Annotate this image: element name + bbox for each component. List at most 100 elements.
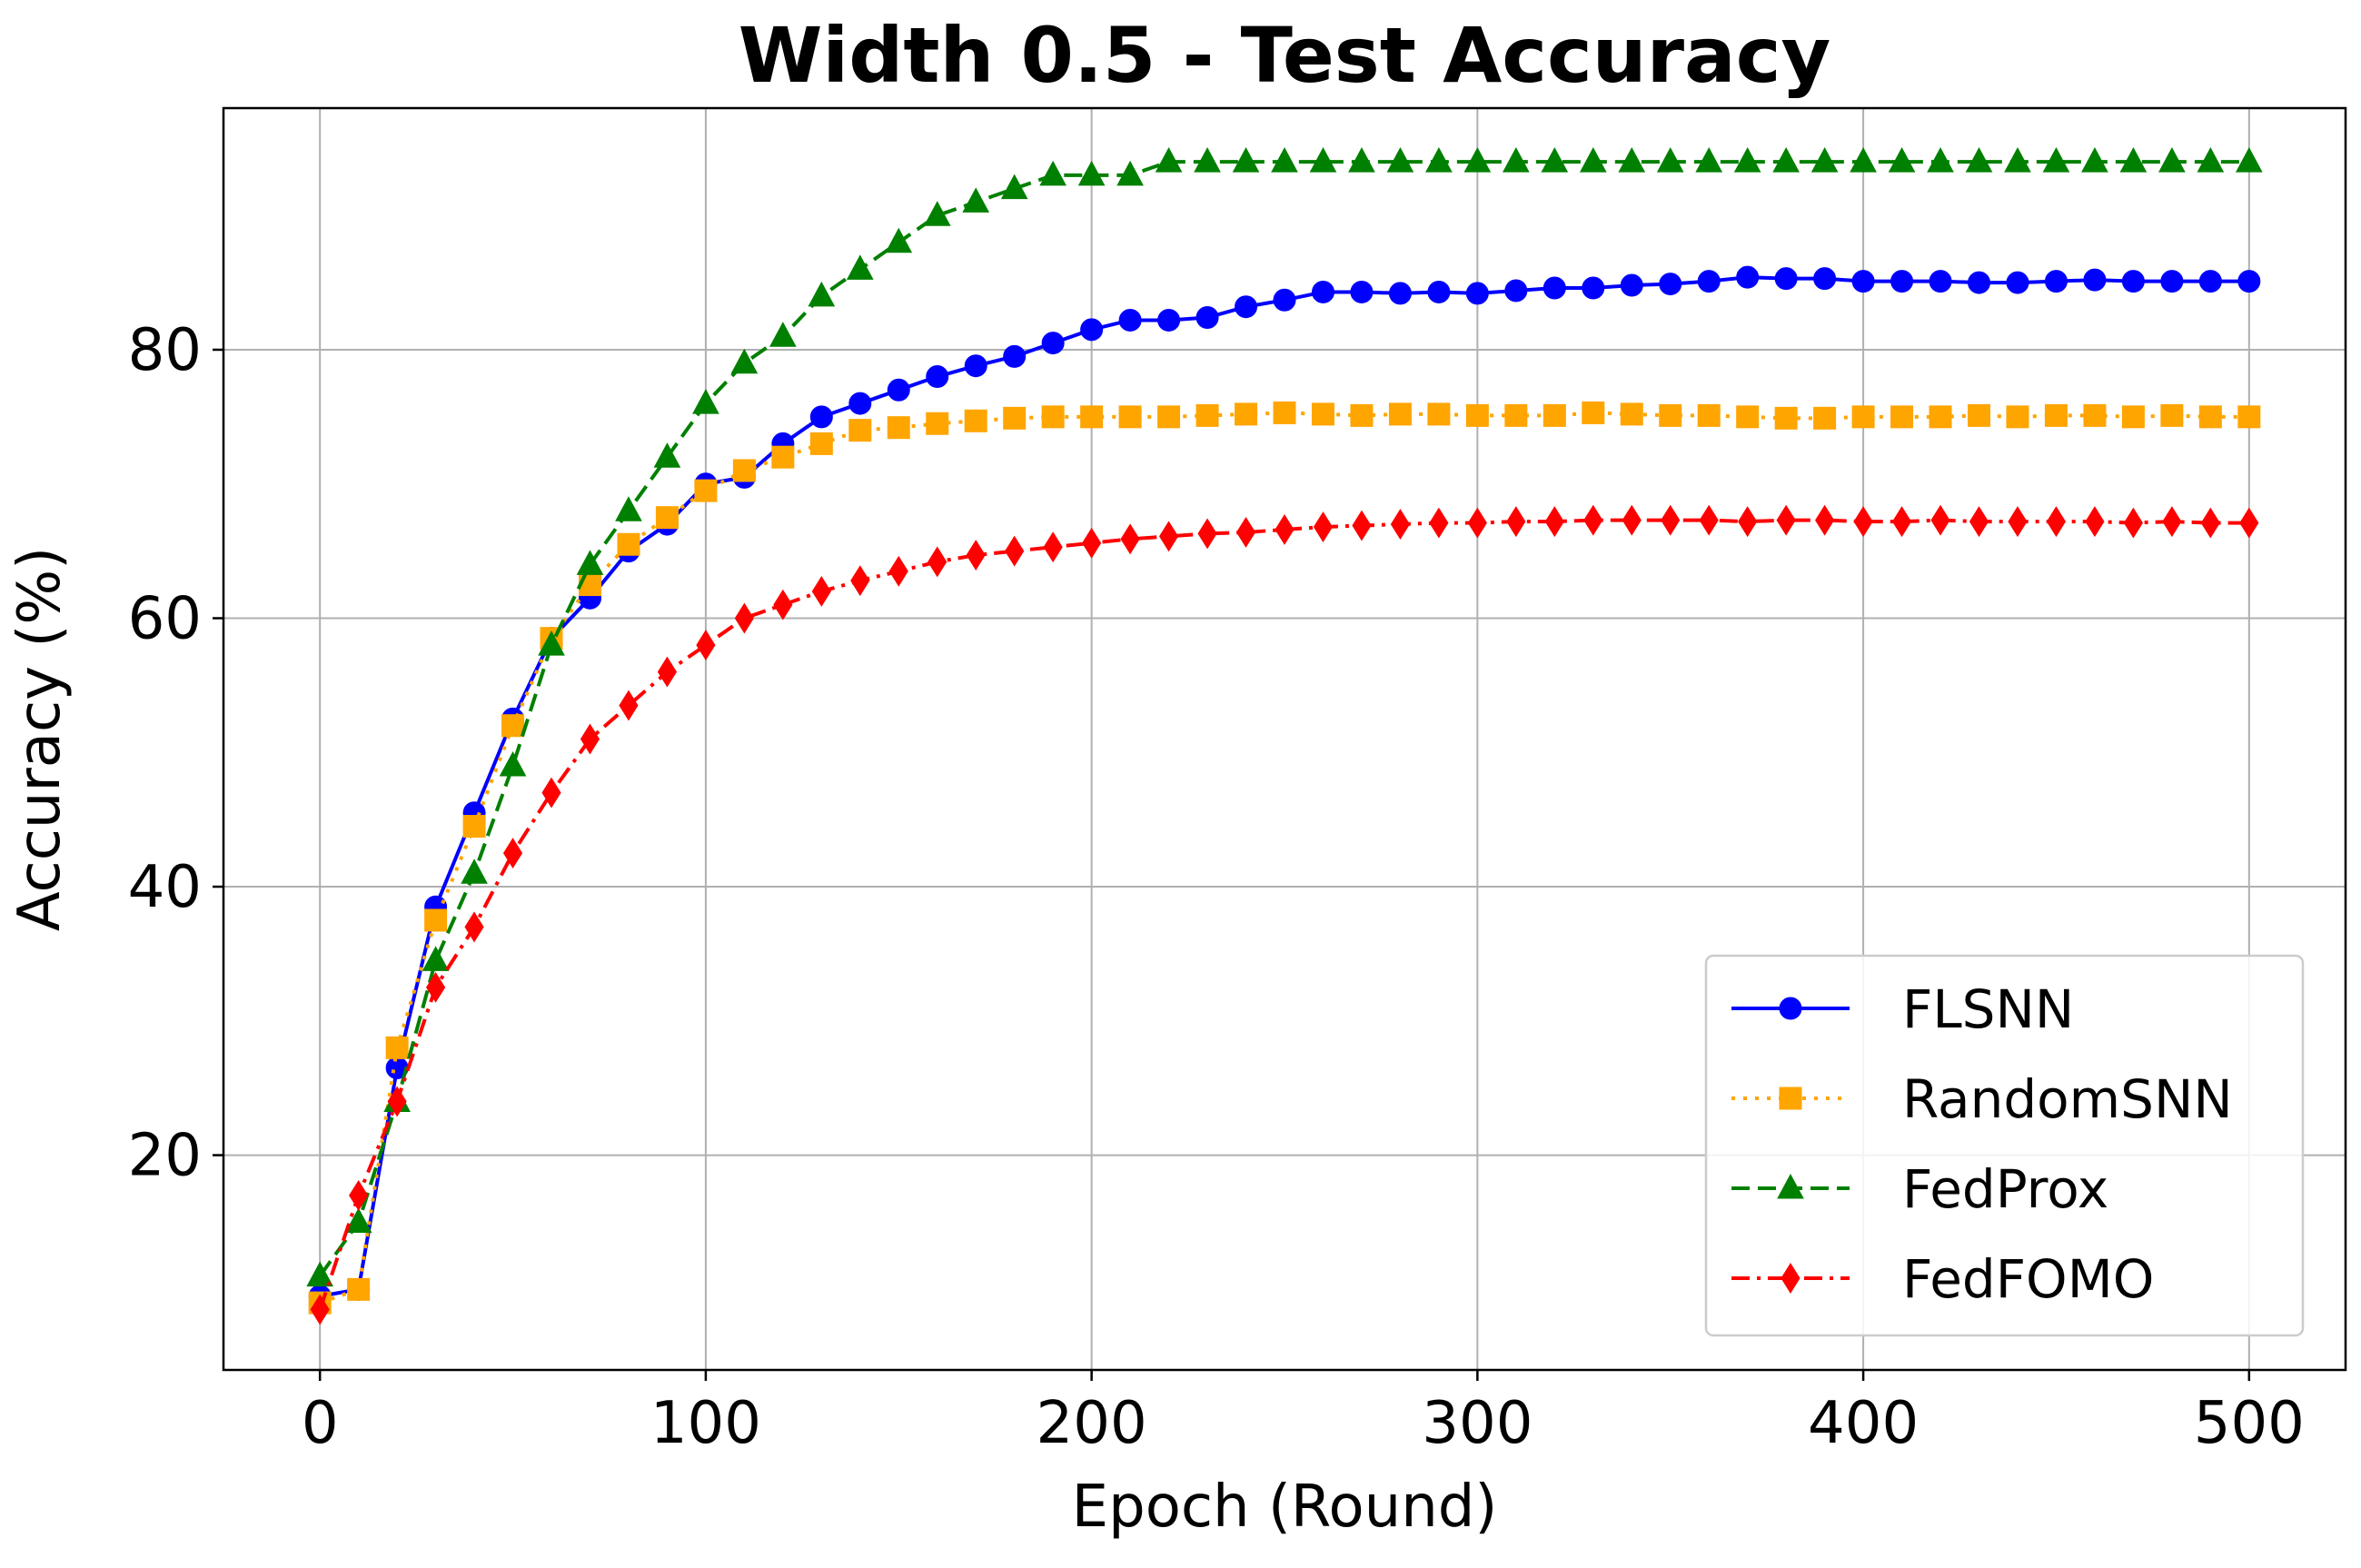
data-point-fedfomo xyxy=(850,565,870,597)
data-point-fedfomo xyxy=(387,1086,407,1117)
data-point-flsnn xyxy=(1465,282,1489,305)
data-point-flsnn xyxy=(1003,344,1027,368)
data-point-randomsnn xyxy=(771,445,795,469)
data-point-fedprox xyxy=(2004,147,2031,173)
data-point-flsnn xyxy=(1968,271,1991,294)
data-point-fedfomo xyxy=(1699,504,1719,536)
data-point-fedprox xyxy=(962,187,990,213)
data-point-fedfomo xyxy=(2162,506,2182,538)
data-point-fedfomo xyxy=(888,555,908,587)
data-point-randomsnn xyxy=(694,479,718,502)
data-point-flsnn xyxy=(809,405,833,429)
data-point-fedprox xyxy=(1502,147,1530,173)
data-point-fedprox xyxy=(1348,147,1375,173)
data-point-fedprox xyxy=(422,946,450,971)
series-line-randomsnn xyxy=(319,411,2249,1305)
data-point-fedfomo xyxy=(1390,509,1411,541)
series-fedfomo xyxy=(310,504,2259,1325)
y-tick-label: 20 xyxy=(128,1123,202,1190)
data-point-fedprox xyxy=(499,750,527,777)
data-point-fedfomo xyxy=(502,838,523,869)
plot-frame xyxy=(222,106,2347,1372)
legend-label-flsnn: FLSNN xyxy=(1902,978,2074,1040)
data-point-flsnn xyxy=(1118,308,1142,332)
data-point-fedprox xyxy=(1850,147,1877,173)
data-point-fedfomo xyxy=(773,589,793,620)
data-point-randomsnn xyxy=(1157,405,1181,429)
data-point-fedprox xyxy=(1386,147,1414,173)
data-point-fedfomo xyxy=(1467,507,1487,539)
data-point-fedprox xyxy=(653,442,681,468)
data-point-fedfomo xyxy=(1776,504,1796,536)
data-point-randomsnn xyxy=(1273,401,1296,424)
data-point-fedprox xyxy=(1656,147,1684,173)
data-point-fedprox xyxy=(1695,147,1723,173)
data-point-fedprox xyxy=(1618,147,1646,173)
data-point-randomsnn xyxy=(1890,405,1914,429)
data-point-fedfomo xyxy=(580,723,600,755)
data-point-fedfomo xyxy=(1891,506,1912,538)
data-point-fedprox xyxy=(1425,147,1453,173)
data-point-fedfomo xyxy=(2008,506,2028,538)
series-fedprox xyxy=(306,147,2263,1287)
data-point-fedprox xyxy=(2042,147,2070,173)
legend-item-fedfomo: FedFOMO xyxy=(1731,1248,2154,1310)
data-point-flsnn xyxy=(964,354,987,378)
data-point-randomsnn xyxy=(1697,403,1721,427)
data-point-fedfomo xyxy=(696,630,716,661)
data-point-randomsnn xyxy=(1813,406,1837,430)
data-point-fedfomo xyxy=(541,777,561,809)
data-point-randomsnn xyxy=(1003,406,1027,430)
data-point-fedprox xyxy=(1116,160,1144,186)
x-axis-label: Epoch (Round) xyxy=(1072,1474,1498,1541)
data-point-fedprox xyxy=(1039,160,1067,186)
data-point-flsnn xyxy=(1929,270,1952,293)
data-point-fedfomo xyxy=(1544,506,1564,538)
data-point-fedfomo xyxy=(2239,507,2259,539)
data-point-fedprox xyxy=(1194,147,1221,173)
data-point-randomsnn xyxy=(462,815,486,839)
data-point-randomsnn xyxy=(424,908,448,932)
data-point-randomsnn xyxy=(1080,405,1104,429)
data-point-flsnn xyxy=(2160,270,2184,293)
data-point-fedprox xyxy=(2235,147,2263,173)
data-point-randomsnn xyxy=(501,714,525,738)
data-point-fedfomo xyxy=(349,1179,369,1211)
data-point-flsnn xyxy=(1311,280,1334,303)
data-point-flsnn xyxy=(1195,306,1219,330)
data-point-fedfomo xyxy=(1583,504,1603,536)
data-point-fedfomo xyxy=(1313,511,1334,542)
data-point-flsnn xyxy=(1504,279,1528,303)
legend-marker-flsnn xyxy=(1779,997,1802,1020)
data-point-fedprox xyxy=(1271,147,1298,173)
data-point-randomsnn xyxy=(347,1277,371,1301)
data-point-randomsnn xyxy=(1774,406,1798,430)
legend-label-randomsnn: RandomSNN xyxy=(1902,1068,2233,1130)
y-axis: 20 40 60 80 xyxy=(128,317,223,1190)
data-point-fedprox xyxy=(1888,147,1916,173)
data-point-fedfomo xyxy=(1815,504,1835,536)
data-point-flsnn xyxy=(1851,270,1875,293)
data-point-flsnn xyxy=(2083,268,2107,292)
data-point-randomsnn xyxy=(1311,402,1334,426)
data-point-fedfomo xyxy=(1120,523,1140,555)
data-point-flsnn xyxy=(1659,273,1682,296)
data-point-randomsnn xyxy=(1543,403,1566,427)
data-point-fedfomo xyxy=(1969,506,1989,538)
data-point-randomsnn xyxy=(2160,403,2184,427)
data-point-randomsnn xyxy=(655,506,679,530)
data-point-fedprox xyxy=(2119,147,2148,173)
data-point-randomsnn xyxy=(964,409,987,432)
data-point-fedprox xyxy=(846,254,874,280)
data-point-fedfomo xyxy=(1352,510,1372,541)
data-point-fedprox xyxy=(1810,147,1839,173)
data-point-fedprox xyxy=(1579,147,1607,173)
data-point-fedfomo xyxy=(1506,506,1526,538)
data-point-flsnn xyxy=(2006,271,2029,294)
data-point-fedprox xyxy=(538,630,565,656)
data-point-fedprox xyxy=(1541,147,1569,173)
data-point-fedprox xyxy=(344,1207,372,1233)
series-randomsnn xyxy=(308,401,2261,1315)
data-point-flsnn xyxy=(926,365,949,389)
data-point-randomsnn xyxy=(1851,405,1875,429)
